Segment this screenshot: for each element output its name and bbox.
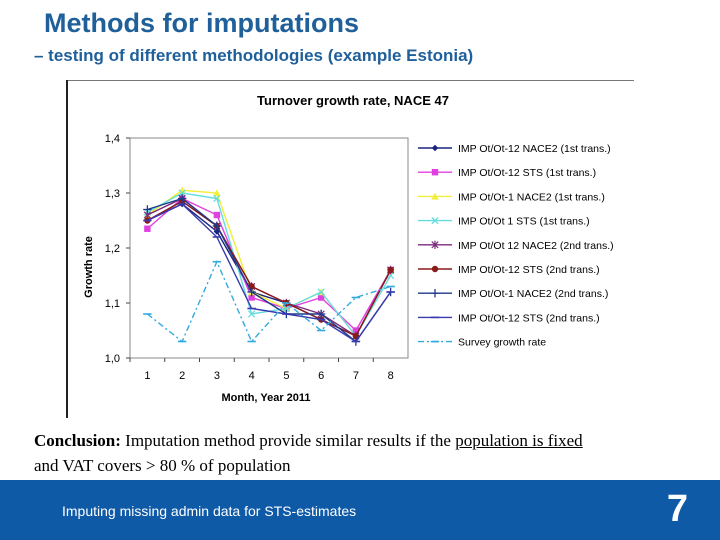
legend-swatch-marker: [430, 289, 440, 298]
data-point: [247, 287, 256, 297]
data-point: [178, 189, 186, 197]
x-tick-label: 4: [249, 370, 255, 382]
series-9: [143, 259, 395, 343]
data-point: [352, 327, 360, 334]
footer-bar: [0, 480, 720, 540]
series-line: [147, 203, 392, 343]
data-point: [316, 309, 326, 319]
legend-entry: IMP Ot/Ot 1 STS (1st trans.): [418, 216, 590, 228]
legend-swatch-marker: [431, 265, 439, 273]
legend-entry: IMP Ot/Ot-1 NACE2 (1st trans.): [418, 191, 605, 203]
legend-label: IMP Ot/Ot-12 STS (1st trans.): [458, 167, 596, 179]
legend-entry: IMP Ot/Ot-12 NACE2 (1st trans.): [418, 143, 611, 155]
y-tick-label: 1,3: [105, 188, 120, 200]
x-tick-label: 7: [353, 370, 359, 382]
conclusion-part-1: Imputation method provide similar result…: [120, 431, 456, 450]
data-point: [352, 332, 360, 340]
plot-area: [129, 137, 409, 359]
data-point: [387, 266, 394, 274]
legend-entry: Survey growth rate: [418, 337, 546, 349]
legend-entry: IMP Ot/Ot-12 STS (2nd trans.): [418, 312, 600, 324]
conclusion-underlined: population is fixed: [455, 431, 583, 450]
chart-frame-left: [66, 80, 68, 418]
legend-label: IMP Ot/Ot-12 STS (2nd trans.): [458, 312, 600, 324]
x-tick-label: 1: [144, 370, 150, 382]
conclusion-label: Conclusion:: [34, 431, 121, 450]
legend-entry: IMP Ot/Ot 12 NACE2 (2nd trans.): [418, 240, 614, 252]
legend-entry: IMP Ot/Ot-1 NACE2 (2nd trans.): [418, 288, 608, 300]
data-point: [144, 225, 151, 232]
data-point: [213, 194, 221, 203]
legend-label: IMP Ot/Ot 12 NACE2 (2nd trans.): [458, 240, 614, 252]
conclusion-text: Conclusion: Imputation method provide si…: [34, 428, 694, 478]
x-tick-label: 8: [388, 370, 394, 382]
data-point: [143, 205, 152, 214]
chart-x-axis-label: Month, Year 2011: [221, 392, 310, 404]
data-point: [213, 211, 221, 219]
legend-swatch-marker: [431, 169, 439, 176]
y-tick-label: 1,4: [105, 133, 120, 145]
growth-rate-chart: Turnover growth rate, NACE 47 Growth rat…: [83, 93, 614, 404]
data-point: [317, 294, 325, 301]
legend-label: IMP Ot/Ot 1 STS (1st trans.): [458, 216, 590, 228]
legend-swatch-marker: [431, 192, 439, 200]
legend-swatch-marker: [431, 240, 439, 249]
chart-y-axis-label: Growth rate: [83, 236, 95, 298]
x-tick-label: 6: [318, 370, 324, 382]
data-point: [248, 294, 255, 301]
legend-label: IMP Ot/Ot-12 NACE2 (1st trans.): [458, 143, 611, 155]
data-point: [213, 189, 221, 197]
data-point: [317, 288, 325, 296]
chart-title: Turnover growth rate, NACE 47: [257, 93, 449, 108]
legend-label: IMP Ot/Ot-12 STS (2nd trans.): [458, 264, 600, 276]
conclusion-part-2: and VAT covers > 80 % of population: [34, 456, 291, 475]
series-line: [146, 259, 391, 343]
page-number: 7: [666, 488, 688, 530]
data-point: [213, 228, 221, 235]
y-tick-label: 1,1: [105, 298, 120, 310]
slide-subtitle: – testing of different methodologies (ex…: [34, 46, 474, 65]
y-tick-label: 1,0: [105, 353, 120, 365]
legend-label: Survey growth rate: [458, 337, 546, 349]
legend-swatch-marker: [431, 144, 439, 152]
series-line: [147, 197, 392, 343]
data-point: [212, 221, 222, 231]
data-point: [177, 194, 187, 203]
series-8: [143, 203, 395, 343]
chart-frame-top: [66, 80, 634, 81]
legend-label: IMP Ot/Ot-1 NACE2 (1st trans.): [458, 191, 605, 203]
legend-entry: IMP Ot/Ot-12 STS (2nd trans.): [418, 264, 600, 276]
slide-title: Methods for imputations: [44, 8, 359, 38]
series-line: [147, 200, 392, 337]
data-point: [247, 310, 256, 318]
y-tick-label: 1,2: [105, 243, 120, 255]
legend-entry: IMP Ot/Ot-12 STS (1st trans.): [418, 167, 596, 179]
legend-label: IMP Ot/Ot-1 NACE2 (2nd trans.): [458, 288, 608, 300]
x-tick-label: 3: [214, 370, 220, 382]
legend-swatch-marker: [431, 216, 439, 225]
x-tick-label: 2: [179, 370, 185, 382]
x-tick-label: 5: [283, 370, 289, 382]
footer-text: Imputing missing admin data for STS-esti…: [62, 503, 357, 519]
